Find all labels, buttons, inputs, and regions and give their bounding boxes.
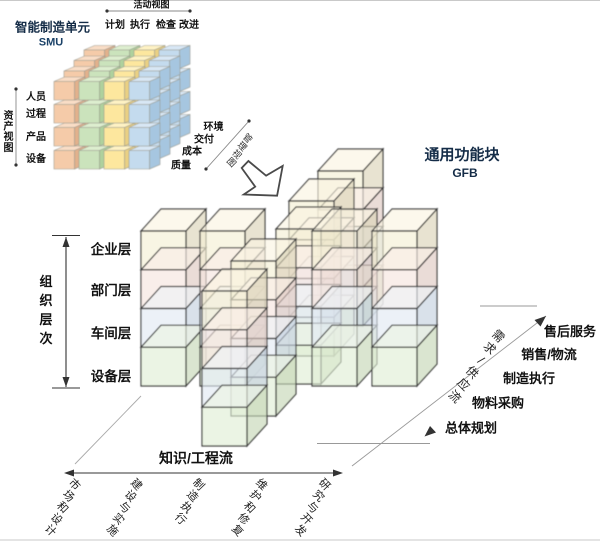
svg-text:检查: 检查	[156, 18, 177, 31]
svg-text:执行: 执行	[130, 18, 150, 31]
svg-text:次: 次	[39, 331, 52, 346]
svg-text:物料采购: 物料采购	[472, 396, 524, 411]
svg-text:层: 层	[39, 312, 52, 327]
svg-text:销售/物流: 销售/物流	[521, 347, 577, 362]
svg-text:售后服务: 售后服务	[544, 324, 597, 339]
svg-text:GFB: GFB	[452, 166, 478, 180]
svg-text:部门层: 部门层	[91, 282, 132, 298]
svg-text:活动视图: 活动视图	[133, 0, 169, 10]
svg-text:织: 织	[39, 293, 52, 308]
svg-text:车间层: 车间层	[91, 325, 132, 341]
svg-text:设备层: 设备层	[91, 368, 132, 384]
svg-text:SMU: SMU	[39, 37, 64, 49]
svg-text:知识/工程流: 知识/工程流	[159, 450, 233, 466]
svg-text:改进: 改进	[179, 18, 199, 31]
svg-text:图: 图	[4, 142, 14, 154]
svg-text:企业层: 企业层	[90, 241, 132, 257]
svg-text:通用功能块: 通用功能块	[424, 146, 500, 164]
svg-text:设备: 设备	[26, 152, 47, 165]
svg-text:人员: 人员	[26, 90, 46, 103]
svg-text:产品: 产品	[26, 130, 46, 143]
svg-text:智能制造单元: 智能制造单元	[14, 20, 91, 35]
svg-text:产: 产	[4, 120, 14, 133]
svg-text:制造执行: 制造执行	[503, 371, 555, 386]
svg-text:资: 资	[4, 109, 14, 122]
svg-text:交付: 交付	[194, 133, 214, 146]
svg-text:成本: 成本	[182, 145, 203, 158]
svg-text:环境: 环境	[204, 120, 224, 133]
svg-text:总体规划: 总体规划	[445, 421, 497, 436]
svg-text:视: 视	[4, 130, 14, 143]
svg-text:质量: 质量	[171, 159, 191, 172]
svg-text:组: 组	[39, 274, 52, 289]
svg-text:过程: 过程	[26, 107, 46, 120]
svg-text:计划: 计划	[105, 18, 125, 31]
